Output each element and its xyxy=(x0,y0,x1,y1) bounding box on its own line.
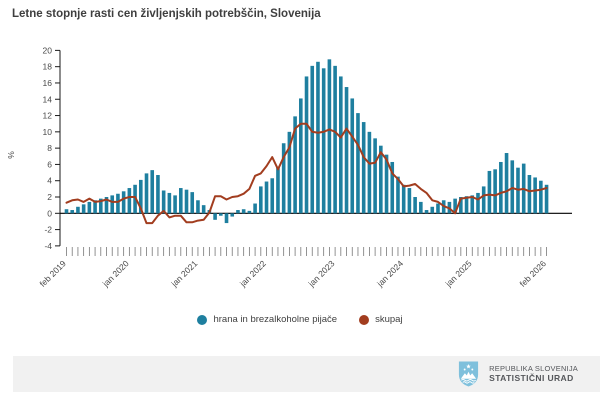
svg-text:jan 2021: jan 2021 xyxy=(169,258,200,289)
y-axis-label: % xyxy=(6,151,16,159)
svg-text:18: 18 xyxy=(43,62,53,72)
footer-bar: REPUBLIKA SLOVENIJA STATISTIČNI URAD xyxy=(13,356,600,392)
legend-label-total: skupaj xyxy=(375,314,403,325)
legend-dot-food-icon xyxy=(197,314,208,325)
chart-title: Letne stopnje rasti cen življenjskih pot… xyxy=(12,8,321,20)
svg-text:jan 2023: jan 2023 xyxy=(306,258,337,289)
chart-legend: hrana in brezalkoholne pijače skupaj xyxy=(0,314,600,325)
total-line-skupaj xyxy=(65,122,548,225)
svg-text:6: 6 xyxy=(47,159,52,169)
svg-text:4: 4 xyxy=(47,176,52,186)
footer-office-label: STATISTIČNI URAD xyxy=(489,373,574,384)
inflation-chart: -4 -2 0 2 4 6 8 10 12 14 16 18 20% feb 2019 jan 2020 ja… xyxy=(6,45,572,289)
svg-text:10: 10 xyxy=(43,127,53,137)
y-axis: -4 -2 0 2 4 6 8 10 12 14 16 18 20 xyxy=(43,45,61,251)
svg-text:jan 2020: jan 2020 xyxy=(100,258,131,289)
legend-item-total[interactable]: skupaj xyxy=(359,314,403,325)
svg-text:-4: -4 xyxy=(44,241,52,251)
svg-text:-2: -2 xyxy=(44,225,52,235)
svg-text:12: 12 xyxy=(43,111,53,121)
svg-text:feb 2026: feb 2026 xyxy=(518,258,549,289)
legend-dot-total-icon xyxy=(359,314,370,325)
slovenia-coat-of-arms-icon xyxy=(459,361,479,387)
footer-republic-label: REPUBLIKA SLOVENIJA xyxy=(489,364,578,373)
y-axis-unit-label: % xyxy=(6,151,16,159)
svg-text:16: 16 xyxy=(43,78,53,88)
surs-logo-group: REPUBLIKA SLOVENIJA STATISTIČNI URAD xyxy=(457,356,578,392)
svg-text:2: 2 xyxy=(47,192,52,202)
svg-text:jan 2024: jan 2024 xyxy=(374,258,405,289)
x-axis-labels: feb 2019 jan 2020 jan 2021 jan 2022 jan 2023… xyxy=(37,258,548,289)
svg-text:14: 14 xyxy=(43,94,53,104)
svg-text:8: 8 xyxy=(47,143,52,153)
svg-text:0: 0 xyxy=(47,208,52,218)
svg-text:jan 2025: jan 2025 xyxy=(443,258,474,289)
svg-text:20: 20 xyxy=(43,45,53,55)
svg-text:feb 2019: feb 2019 xyxy=(37,258,68,289)
legend-item-food[interactable]: hrana in brezalkoholne pijače xyxy=(197,314,337,325)
svg-text:jan 2022: jan 2022 xyxy=(237,258,268,289)
month-ticks xyxy=(66,247,547,256)
legend-label-food: hrana in brezalkoholne pijače xyxy=(213,314,338,325)
